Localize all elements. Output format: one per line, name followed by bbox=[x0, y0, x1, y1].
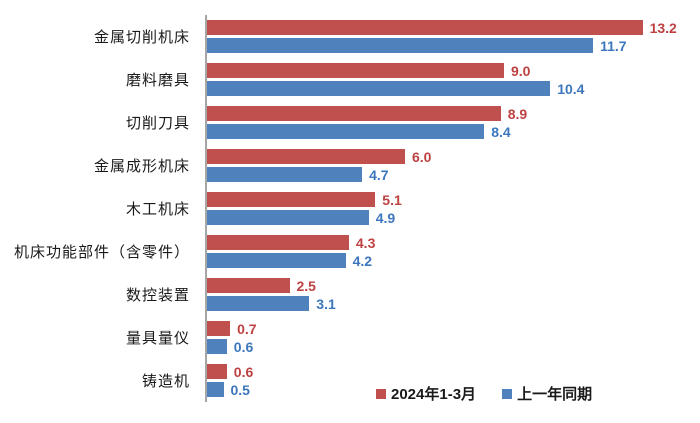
bar-prev-year bbox=[207, 81, 551, 96]
category-group: 木工机床 5.1 4.9 bbox=[0, 187, 700, 230]
bar-row: 13.2 bbox=[207, 19, 700, 36]
category-bars: 6.0 4.7 bbox=[205, 144, 700, 187]
bar-prev-year bbox=[207, 296, 310, 311]
bar-row: 4.3 bbox=[207, 234, 700, 251]
legend: 2024年1-3月 上一年同期 bbox=[376, 383, 592, 404]
value-label: 8.9 bbox=[507, 105, 528, 122]
category-label: 金属成形机床 bbox=[93, 158, 190, 175]
bar-2024 bbox=[207, 278, 290, 293]
category-label: 量具量仪 bbox=[125, 330, 190, 347]
plot-area: 金属切削机床 13.2 11.7 磨料磨具 9.0 10.4 切削刀具 8.9 8.4 金属成形机… bbox=[0, 15, 700, 402]
value-label: 2.5 bbox=[296, 277, 316, 294]
value-label: 4.3 bbox=[355, 234, 376, 251]
bar-prev-year bbox=[207, 253, 346, 268]
category-bars: 4.3 4.2 bbox=[205, 230, 700, 273]
category-group: 金属切削机床 13.2 11.7 bbox=[0, 15, 700, 58]
value-label: 0.7 bbox=[237, 320, 257, 337]
category-bars: 8.9 8.4 bbox=[205, 101, 700, 144]
legend-swatch-red bbox=[376, 388, 386, 399]
category-group: 铸造机 0.6 0.5 bbox=[0, 359, 700, 402]
legend-label-previous: 上一年同期 bbox=[517, 386, 593, 403]
value-label: 0.6 bbox=[233, 363, 254, 380]
category-group: 数控装置 2.5 3.1 bbox=[0, 273, 700, 316]
category-label: 金属切削机床 bbox=[93, 29, 190, 46]
category-group: 切削刀具 8.9 8.4 bbox=[0, 101, 700, 144]
bar-row: 0.6 bbox=[207, 363, 700, 380]
value-label: 4.9 bbox=[375, 209, 396, 226]
bar-row: 0.6 bbox=[207, 338, 700, 355]
category-bars: 5.1 4.9 bbox=[205, 187, 700, 230]
category-label: 铸造机 bbox=[141, 373, 190, 390]
category-group: 量具量仪 0.7 0.6 bbox=[0, 316, 700, 359]
bar-row: 5.1 bbox=[207, 191, 700, 208]
bar-row: 4.7 bbox=[207, 166, 700, 183]
category-bars: 0.7 0.6 bbox=[205, 316, 700, 359]
bar-row: 11.7 bbox=[207, 37, 700, 54]
bar-2024 bbox=[207, 364, 227, 379]
value-label: 6.0 bbox=[412, 148, 432, 165]
bar-2024 bbox=[207, 321, 231, 336]
bar-row: 4.2 bbox=[207, 252, 700, 269]
legend-label-current: 2024年1-3月 bbox=[391, 386, 477, 403]
category-label: 磨料磨具 bbox=[125, 72, 190, 89]
value-label: 5.1 bbox=[382, 191, 402, 208]
category-label: 木工机床 bbox=[125, 201, 190, 218]
category-label: 数控装置 bbox=[125, 287, 190, 304]
bar-prev-year bbox=[207, 167, 363, 182]
value-label: 4.2 bbox=[352, 252, 373, 269]
bar-prev-year bbox=[207, 382, 224, 397]
bar-row: 6.0 bbox=[207, 148, 700, 165]
category-bars: 2.5 3.1 bbox=[205, 273, 700, 316]
bar-2024 bbox=[207, 149, 405, 164]
bar-2024 bbox=[207, 192, 376, 207]
value-label: 10.4 bbox=[557, 80, 585, 97]
bar-2024 bbox=[207, 20, 643, 35]
legend-swatch-blue bbox=[502, 388, 513, 399]
category-group: 机床功能部件（含零件） 4.3 4.2 bbox=[0, 230, 700, 273]
bar-2024 bbox=[207, 235, 349, 250]
category-label: 机床功能部件（含零件） bbox=[13, 244, 190, 261]
legend-item-current: 2024年1-3月 bbox=[376, 383, 476, 404]
bar-row: 2.5 bbox=[207, 277, 700, 294]
category-group: 金属成形机床 6.0 4.7 bbox=[0, 144, 700, 187]
bar-row: 9.0 bbox=[207, 62, 700, 79]
bar-row: 8.9 bbox=[207, 105, 700, 122]
value-label: 0.5 bbox=[230, 381, 250, 398]
value-label: 11.7 bbox=[600, 37, 627, 54]
value-label: 0.6 bbox=[233, 338, 254, 355]
bar-prev-year bbox=[207, 339, 227, 354]
legend-item-previous: 上一年同期 bbox=[502, 383, 592, 404]
category-bars: 0.6 0.5 bbox=[205, 359, 700, 402]
category-label: 切削刀具 bbox=[125, 115, 190, 132]
category-bars: 13.2 11.7 bbox=[205, 15, 700, 58]
bar-row: 3.1 bbox=[207, 295, 700, 312]
value-label: 4.7 bbox=[369, 166, 389, 183]
value-label: 13.2 bbox=[649, 19, 677, 36]
category-group: 磨料磨具 9.0 10.4 bbox=[0, 58, 700, 101]
value-label: 8.4 bbox=[491, 123, 511, 140]
bar-row: 0.5 bbox=[207, 381, 700, 398]
bar-2024 bbox=[207, 106, 501, 121]
value-label: 3.1 bbox=[316, 295, 336, 312]
bar-prev-year bbox=[207, 124, 485, 139]
bar-row: 4.9 bbox=[207, 209, 700, 226]
bar-row: 0.7 bbox=[207, 320, 700, 337]
bar-prev-year bbox=[207, 38, 594, 53]
bar-row: 8.4 bbox=[207, 123, 700, 140]
bar-prev-year bbox=[207, 210, 369, 225]
value-label: 9.0 bbox=[511, 62, 531, 79]
bar-2024 bbox=[207, 63, 504, 78]
category-bars: 9.0 10.4 bbox=[205, 58, 700, 101]
bar-row: 10.4 bbox=[207, 80, 700, 97]
